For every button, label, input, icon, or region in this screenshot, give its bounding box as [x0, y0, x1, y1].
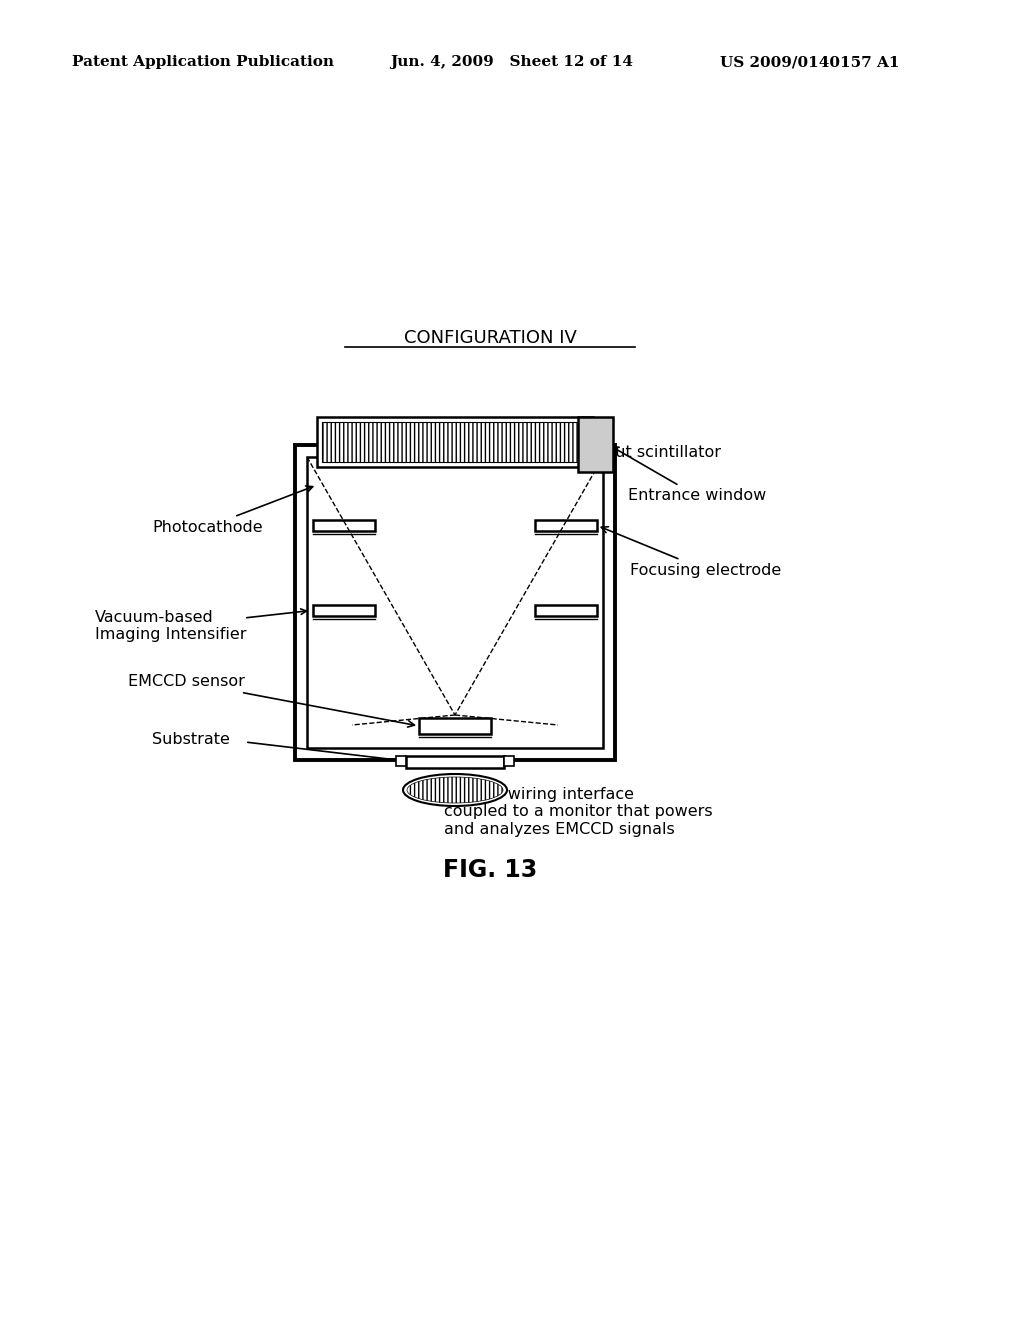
- Bar: [504, 756, 514, 766]
- Ellipse shape: [407, 777, 503, 803]
- Text: Entrance window: Entrance window: [612, 447, 766, 503]
- Bar: [313, 520, 375, 531]
- Text: US 2009/0140157 A1: US 2009/0140157 A1: [720, 55, 899, 69]
- Bar: [535, 605, 597, 616]
- Ellipse shape: [403, 774, 507, 807]
- Bar: [406, 756, 504, 768]
- Bar: [578, 417, 613, 473]
- Text: Photocathode: Photocathode: [152, 486, 312, 535]
- Bar: [317, 417, 593, 467]
- Text: Substrate: Substrate: [152, 733, 229, 747]
- Text: FIG. 13: FIG. 13: [442, 858, 538, 882]
- Text: CONFIGURATION IV: CONFIGURATION IV: [403, 329, 577, 347]
- Bar: [535, 520, 597, 531]
- Bar: [322, 422, 588, 462]
- Bar: [419, 718, 490, 734]
- Text: EMCCD wiring interface
coupled to a monitor that powers
and analyzes EMCCD signa: EMCCD wiring interface coupled to a moni…: [444, 787, 713, 837]
- Text: Focusing electrode: Focusing electrode: [601, 527, 781, 578]
- Text: Vacuum-based
Imaging Intensifier: Vacuum-based Imaging Intensifier: [95, 610, 247, 643]
- Text: EMCCD sensor: EMCCD sensor: [128, 675, 415, 727]
- Bar: [307, 457, 603, 748]
- Bar: [313, 605, 375, 616]
- Text: Jun. 4, 2009   Sheet 12 of 14: Jun. 4, 2009 Sheet 12 of 14: [390, 55, 633, 69]
- Bar: [396, 756, 406, 766]
- Bar: [295, 445, 615, 760]
- Text: Patent Application Publication: Patent Application Publication: [72, 55, 334, 69]
- Text: Input scintillator: Input scintillator: [439, 425, 721, 461]
